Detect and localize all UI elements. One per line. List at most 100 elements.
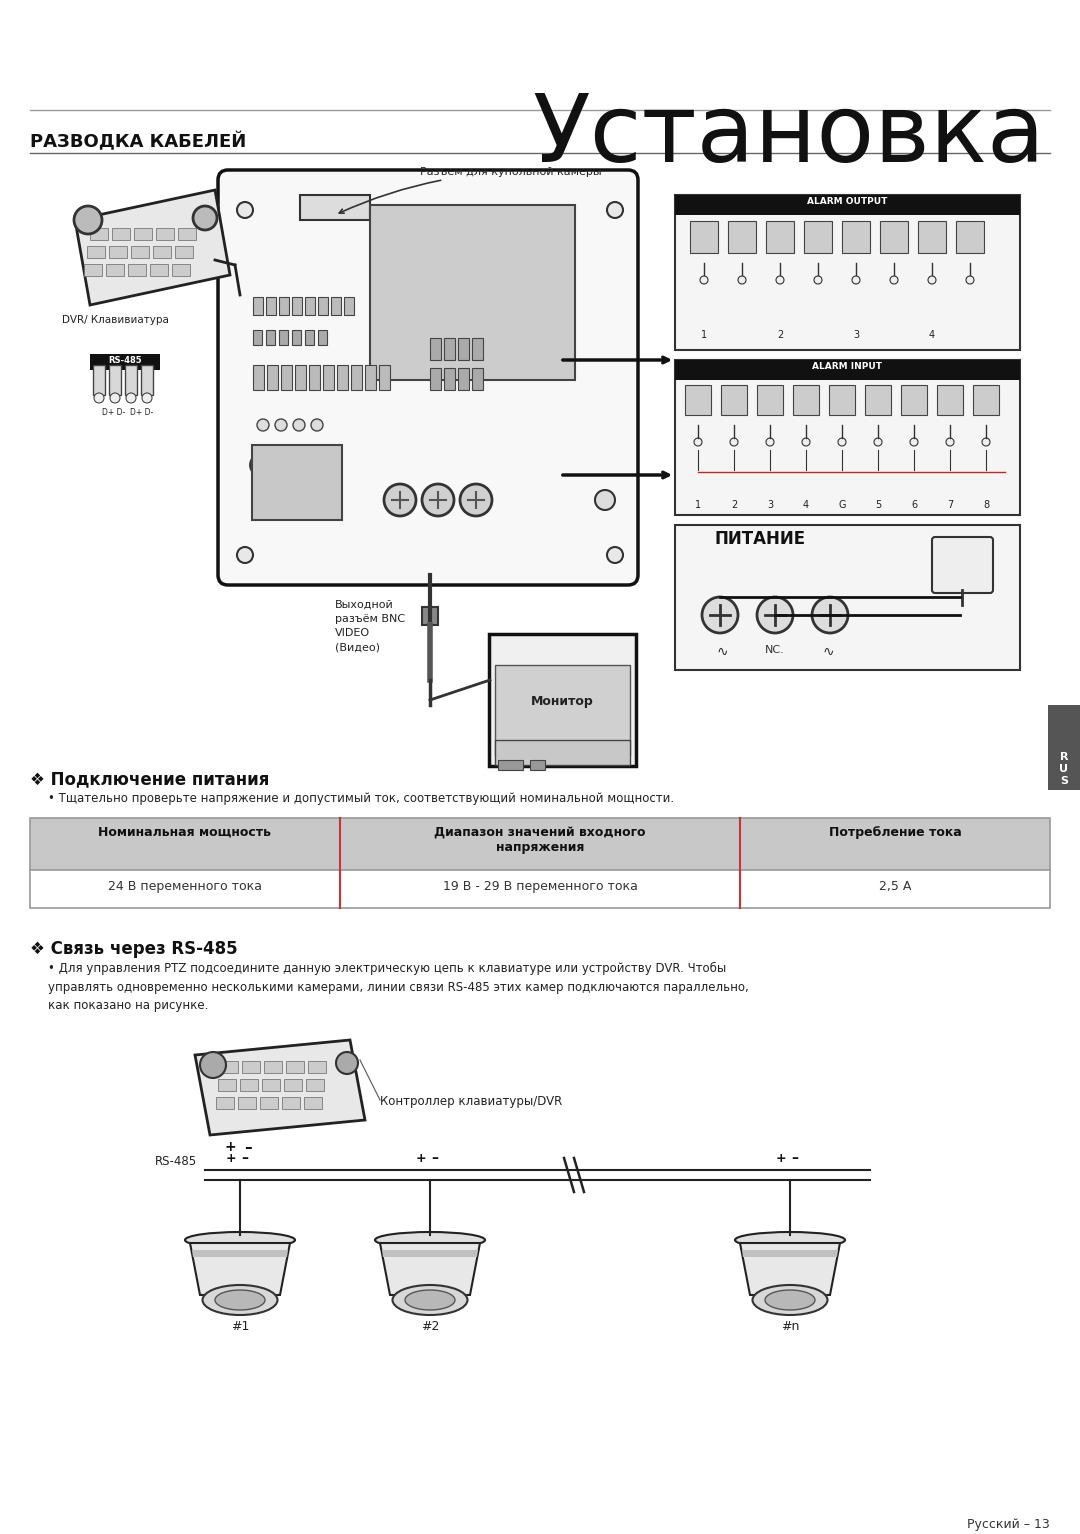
- Polygon shape: [190, 1243, 291, 1295]
- Ellipse shape: [300, 451, 336, 479]
- FancyBboxPatch shape: [489, 634, 636, 765]
- Bar: [295, 365, 306, 390]
- Bar: [306, 1078, 324, 1091]
- Text: +: +: [225, 1140, 235, 1154]
- Bar: [84, 264, 102, 276]
- Bar: [351, 365, 362, 390]
- Bar: [267, 365, 278, 390]
- Text: +: +: [226, 1152, 237, 1164]
- Polygon shape: [382, 1250, 478, 1256]
- Bar: [793, 385, 819, 416]
- Bar: [175, 245, 193, 258]
- Circle shape: [110, 393, 120, 403]
- Bar: [242, 1062, 260, 1072]
- Bar: [901, 385, 927, 416]
- Bar: [318, 298, 328, 314]
- Bar: [134, 229, 152, 239]
- Bar: [880, 221, 908, 253]
- Circle shape: [384, 485, 416, 515]
- Bar: [318, 330, 327, 345]
- Bar: [721, 385, 747, 416]
- Text: DVR/ Клавивиатура: DVR/ Клавивиатура: [62, 314, 168, 325]
- Circle shape: [966, 276, 974, 284]
- Bar: [865, 385, 891, 416]
- Circle shape: [838, 439, 846, 446]
- Bar: [365, 365, 376, 390]
- Bar: [444, 337, 455, 360]
- Ellipse shape: [765, 1290, 815, 1310]
- Text: Русский – 13: Русский – 13: [968, 1519, 1050, 1531]
- Bar: [330, 298, 341, 314]
- Circle shape: [812, 597, 848, 634]
- Circle shape: [694, 439, 702, 446]
- Text: 6: 6: [910, 500, 917, 509]
- Bar: [472, 337, 483, 360]
- Bar: [240, 1078, 258, 1091]
- Text: ALARM OUTPUT: ALARM OUTPUT: [808, 196, 888, 206]
- Bar: [93, 365, 105, 394]
- Bar: [131, 245, 149, 258]
- Text: ∿: ∿: [822, 644, 834, 660]
- Bar: [216, 1097, 234, 1109]
- Circle shape: [275, 419, 287, 431]
- Bar: [309, 365, 320, 390]
- Bar: [266, 298, 276, 314]
- Text: ПИТАНИЕ: ПИТАНИЕ: [715, 531, 806, 548]
- Circle shape: [126, 393, 136, 403]
- Text: 7: 7: [947, 500, 954, 509]
- Text: D+ D-  D+ D-: D+ D- D+ D-: [102, 408, 153, 417]
- Circle shape: [200, 1052, 226, 1078]
- Circle shape: [982, 439, 990, 446]
- Circle shape: [946, 439, 954, 446]
- Text: • Тщательно проверьте напряжение и допустимый ток, соответствующий номинальной м: • Тщательно проверьте напряжение и допус…: [48, 792, 674, 805]
- Text: Номинальная мощность: Номинальная мощность: [98, 825, 271, 839]
- Circle shape: [607, 548, 623, 563]
- Bar: [30, 818, 1050, 870]
- Bar: [973, 385, 999, 416]
- Text: R: R: [1059, 752, 1068, 762]
- Circle shape: [257, 419, 269, 431]
- Ellipse shape: [251, 451, 285, 479]
- Circle shape: [814, 276, 822, 284]
- Text: Диапазон значений входного
напряжения: Диапазон значений входного напряжения: [434, 825, 646, 854]
- Circle shape: [311, 419, 323, 431]
- Bar: [292, 330, 301, 345]
- Bar: [685, 385, 711, 416]
- Text: NC.: NC.: [765, 644, 785, 655]
- Circle shape: [928, 276, 936, 284]
- Circle shape: [766, 439, 774, 446]
- Text: –: –: [242, 1150, 248, 1164]
- Circle shape: [738, 276, 746, 284]
- Bar: [842, 221, 870, 253]
- Circle shape: [730, 439, 738, 446]
- Circle shape: [702, 597, 738, 634]
- Bar: [1048, 706, 1080, 790]
- FancyBboxPatch shape: [218, 170, 638, 584]
- Ellipse shape: [735, 1232, 845, 1249]
- Bar: [498, 759, 523, 770]
- Bar: [253, 365, 264, 390]
- Text: 2: 2: [731, 500, 738, 509]
- Text: 5: 5: [875, 500, 881, 509]
- Ellipse shape: [392, 1285, 468, 1315]
- Bar: [106, 264, 124, 276]
- Circle shape: [607, 202, 623, 218]
- Circle shape: [700, 276, 708, 284]
- Bar: [675, 525, 1020, 670]
- FancyBboxPatch shape: [932, 537, 993, 594]
- Text: –: –: [792, 1150, 798, 1164]
- Bar: [156, 229, 174, 239]
- Ellipse shape: [753, 1285, 827, 1315]
- Text: Потребление тока: Потребление тока: [828, 825, 961, 839]
- Text: Монитор: Монитор: [531, 695, 594, 709]
- Bar: [129, 264, 146, 276]
- Text: 3: 3: [767, 500, 773, 509]
- Text: RS-485: RS-485: [156, 1155, 198, 1167]
- Circle shape: [237, 202, 253, 218]
- Bar: [262, 1078, 280, 1091]
- Text: ALARM INPUT: ALARM INPUT: [812, 362, 882, 371]
- Text: ❖ Связь через RS-485: ❖ Связь через RS-485: [30, 940, 238, 959]
- Polygon shape: [740, 1243, 840, 1295]
- Bar: [284, 1078, 302, 1091]
- Polygon shape: [742, 1250, 838, 1256]
